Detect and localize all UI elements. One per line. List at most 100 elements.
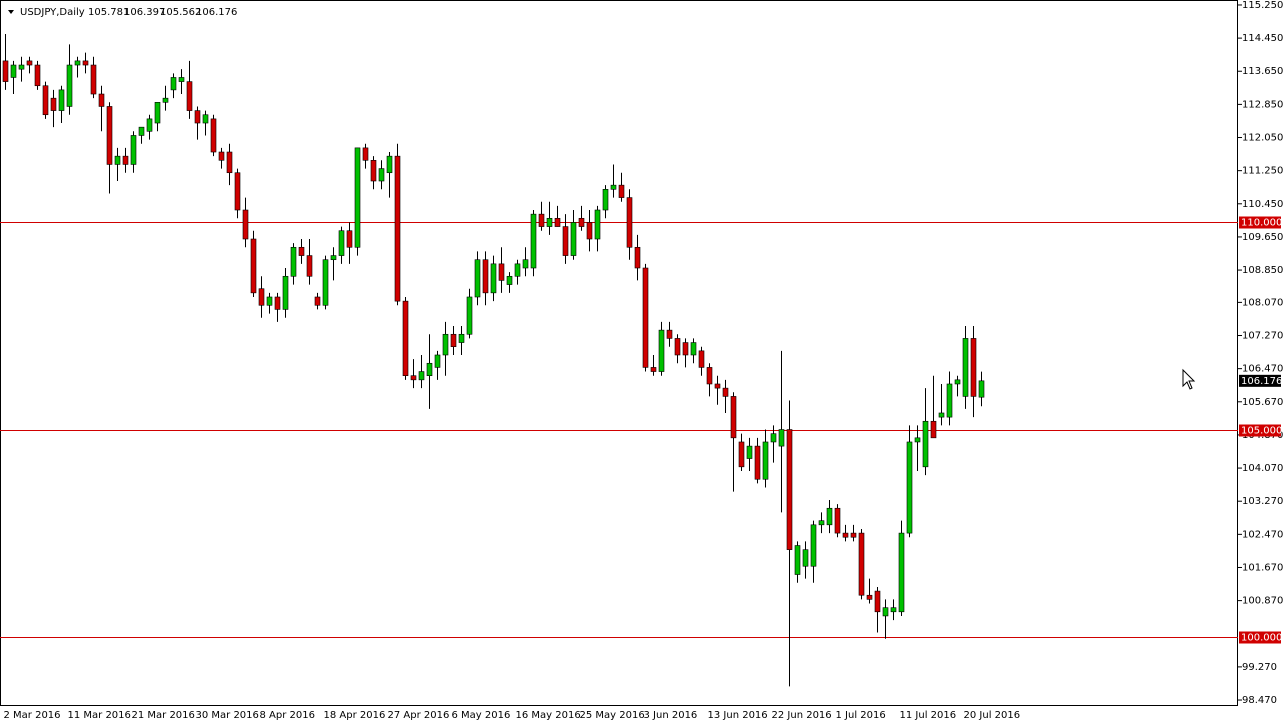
candle-body xyxy=(506,275,513,285)
candle-body xyxy=(122,155,129,165)
candle-body xyxy=(546,217,553,227)
candle-body xyxy=(370,160,377,182)
candle-body xyxy=(602,188,609,211)
candle-body xyxy=(626,197,633,248)
candle-body xyxy=(570,222,577,256)
symbol-title: USDJPY,Daily xyxy=(20,7,85,18)
candle-body xyxy=(962,338,969,397)
candle-body xyxy=(490,263,497,294)
candle-body xyxy=(818,520,825,526)
candle-body xyxy=(530,213,537,269)
y-tick-label: 115.250 xyxy=(1242,0,1283,11)
x-tick-label: 18 Apr 2016 xyxy=(324,710,386,721)
candle-body xyxy=(522,259,529,269)
x-tick-label: 11 Mar 2016 xyxy=(68,710,131,721)
y-tick-label: 108.850 xyxy=(1242,265,1283,276)
y-tick-label: 114.450 xyxy=(1242,33,1283,44)
candle-body xyxy=(514,263,521,277)
candle-body xyxy=(450,333,457,348)
candle-body xyxy=(738,441,745,468)
candle-body xyxy=(154,102,161,124)
candle-body xyxy=(666,329,673,339)
y-tick-label: 102.470 xyxy=(1242,529,1283,540)
x-tick-label: 22 Jun 2016 xyxy=(772,710,832,721)
candle-body xyxy=(754,445,761,480)
plot-frame xyxy=(0,0,1238,706)
candle-body xyxy=(434,354,441,368)
candle-body xyxy=(706,367,713,385)
candle-body xyxy=(210,118,217,153)
candle-body xyxy=(938,412,945,418)
candle-body xyxy=(34,64,41,87)
candle-body xyxy=(394,155,401,302)
candle-body xyxy=(586,222,593,240)
candle-body xyxy=(386,155,393,174)
candle-body xyxy=(66,64,73,107)
candle-body xyxy=(458,333,465,343)
candle-body xyxy=(922,420,929,468)
candle-body xyxy=(10,64,17,78)
candle-body xyxy=(762,441,769,480)
candle-body xyxy=(578,217,585,227)
last-price-box xyxy=(1239,374,1281,387)
x-tick-label: 13 Jun 2016 xyxy=(708,710,768,721)
level-label: 110.000 xyxy=(1241,218,1282,229)
y-tick-label: 110.450 xyxy=(1242,199,1283,210)
y-tick-label: 106.470 xyxy=(1242,364,1283,375)
x-tick-label: 2 Mar 2016 xyxy=(4,710,61,721)
candle-body xyxy=(282,275,289,310)
candle-body xyxy=(58,89,65,111)
candle-body xyxy=(778,429,785,447)
header-high: 106.397 xyxy=(124,7,165,18)
y-tick-label: 107.270 xyxy=(1242,331,1283,342)
candle-body xyxy=(178,77,185,82)
candle-body xyxy=(698,350,705,368)
candle-body xyxy=(786,429,793,550)
candle-body xyxy=(290,246,297,277)
x-tick-label: 30 Mar 2016 xyxy=(196,710,259,721)
candle-body xyxy=(226,151,233,174)
candle-body xyxy=(466,296,473,335)
header-close: 106.176 xyxy=(196,7,237,18)
candle-body xyxy=(898,532,905,613)
candle-body xyxy=(106,106,113,165)
y-tick-label: 98.470 xyxy=(1242,695,1277,706)
header-low: 105.562 xyxy=(160,7,201,18)
candle-body xyxy=(314,296,321,306)
y-tick-label: 108.070 xyxy=(1242,297,1283,308)
candle-body xyxy=(258,288,265,306)
candle-body xyxy=(682,342,689,356)
candle-body xyxy=(690,342,697,356)
candle-body xyxy=(722,387,729,397)
candle-body xyxy=(18,64,25,70)
candle-body xyxy=(930,420,937,439)
candle-body xyxy=(194,110,201,124)
candle-body xyxy=(354,147,361,248)
y-tick-label: 100.870 xyxy=(1242,596,1283,607)
candle-body xyxy=(810,524,817,567)
y-tick-label: 109.650 xyxy=(1242,232,1283,243)
candle-body xyxy=(138,126,145,136)
candle-body xyxy=(634,246,641,269)
candle-body xyxy=(866,594,873,600)
candle-body xyxy=(426,362,433,376)
candle-body xyxy=(954,379,961,385)
candle-body xyxy=(218,151,225,161)
candle-body xyxy=(418,371,425,381)
candle-body xyxy=(594,209,601,240)
header-open: 105.781 xyxy=(88,7,129,18)
candle-body xyxy=(346,230,353,248)
candle-body xyxy=(978,380,985,398)
candle-body xyxy=(306,255,313,277)
candle-body xyxy=(770,433,777,443)
menu-arrow xyxy=(8,10,14,14)
candle-body xyxy=(714,383,721,389)
candle-body xyxy=(970,338,977,397)
candle-body xyxy=(914,437,921,443)
y-tick-label: 105.670 xyxy=(1242,397,1283,408)
candle-body xyxy=(242,209,249,240)
x-tick-label: 6 May 2016 xyxy=(452,710,511,721)
candle-body xyxy=(826,507,833,526)
